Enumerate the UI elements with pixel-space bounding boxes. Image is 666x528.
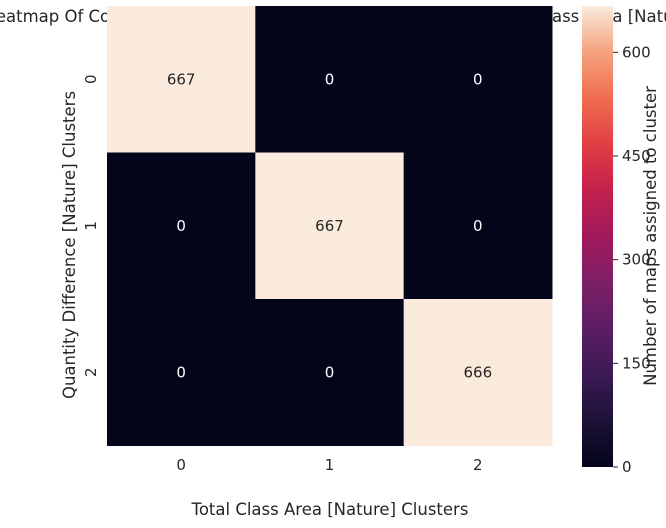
- cell-value-label: 0: [176, 217, 186, 235]
- heatmap-cells: 667 0 0 0 667 0 0 0 666: [107, 6, 553, 446]
- colorbar-label: Number of maps assigned to cluster: [641, 86, 660, 386]
- colorbar-ticks: 0 150 300 450 600: [613, 43, 651, 476]
- heatmap-cell-r2-c0: [107, 299, 256, 446]
- x-tick-label: 2: [473, 456, 483, 474]
- y-axis-ticks: 0 1 2: [82, 74, 100, 377]
- heatmap-cell-r1-c2: [403, 152, 553, 300]
- heatmap-cell-r0-c2: [403, 6, 553, 153]
- y-tick-label: 1: [82, 221, 100, 231]
- cell-value-label: 0: [176, 363, 186, 381]
- heatmap-cell-r2-c2: [403, 299, 553, 446]
- y-tick-label: 0: [82, 74, 100, 84]
- colorbar-tick-label: 150: [622, 354, 651, 372]
- cell-value-label: 0: [325, 363, 335, 381]
- y-tick-label: 2: [82, 367, 100, 377]
- colorbar: 0 150 300 450 600 Number of maps assigned to…: [582, 6, 660, 476]
- y-axis-label: Quantity Difference [Nature] Clusters: [60, 91, 79, 399]
- x-tick-label: 1: [325, 456, 335, 474]
- colorbar-tick-label: 600: [622, 43, 651, 61]
- colorbar-gradient: [582, 6, 613, 467]
- heatmap-cell-r1-c0: [107, 152, 256, 300]
- heatmap-cell-r0-c0: [107, 6, 256, 153]
- cell-value-label: 0: [325, 70, 335, 88]
- colorbar-tick-label: 0: [622, 458, 632, 476]
- x-axis-ticks: 0 1 2: [176, 456, 482, 474]
- cell-value-label: 666: [464, 363, 493, 381]
- colorbar-tick-label: 300: [622, 251, 651, 269]
- cell-value-label: 667: [167, 70, 196, 88]
- cell-value-label: 667: [315, 217, 344, 235]
- cell-value-label: 0: [473, 217, 483, 235]
- heatmap-cell-r0-c1: [255, 6, 405, 153]
- colorbar-tick-label: 450: [622, 147, 651, 165]
- cell-value-label: 0: [473, 70, 483, 88]
- x-tick-label: 0: [176, 456, 186, 474]
- heatmap-cell-r1-c1: [255, 152, 405, 300]
- heatmap-cell-r2-c1: [255, 299, 405, 446]
- x-axis-label: Total Class Area [Nature] Clusters: [191, 500, 469, 519]
